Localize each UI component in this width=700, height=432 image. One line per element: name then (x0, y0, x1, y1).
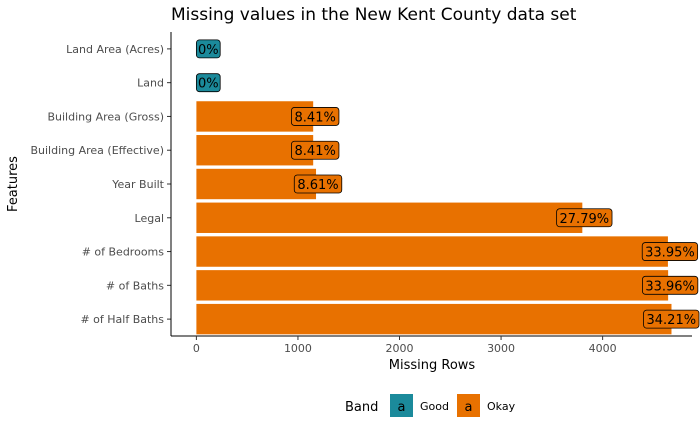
y-tick-label: Land (137, 77, 164, 90)
data-label-box (291, 107, 340, 126)
x-axis-title: Missing Rows (389, 358, 476, 373)
legend-key (457, 394, 480, 417)
data-label-box (642, 275, 699, 295)
data-label: 8.61% (297, 178, 338, 193)
legend-key (390, 394, 413, 417)
y-tick-label: # of Half Baths (80, 313, 164, 326)
data-label-box (643, 309, 700, 329)
x-tick-label: 1000 (284, 342, 312, 355)
y-tick-label: # of Bedrooms (82, 246, 165, 259)
chart-title: Missing values in the New Kent County da… (171, 5, 577, 25)
bar (196, 303, 672, 335)
data-label: 0% (198, 77, 219, 92)
bar (196, 270, 669, 301)
plot-area: Land Area (Acres) 0% Land 0% Building Area (… (30, 32, 700, 355)
data-label: 33.96% (645, 279, 695, 294)
bar (196, 202, 583, 233)
data-label: 33.95% (645, 246, 695, 261)
y-tick-label: # of Baths (106, 279, 164, 292)
y-tick-label: Building Area (Effective) (30, 144, 164, 157)
data-label-box (195, 39, 221, 59)
data-label-box (291, 140, 340, 160)
bar (196, 236, 668, 267)
data-label: 27.79% (560, 212, 610, 227)
x-tick-label: 2000 (386, 342, 414, 355)
data-label-box (641, 242, 699, 261)
data-label: 34.21% (647, 313, 697, 328)
data-label: 8.41% (295, 144, 336, 159)
data-label-box (556, 208, 613, 228)
y-tick-label: Legal (135, 212, 164, 225)
y-tick-label: Land Area (Acres) (66, 43, 164, 56)
x-tick-label: 4000 (589, 342, 617, 355)
legend-title: Band (345, 400, 378, 415)
x-tick-label: 3000 (487, 342, 515, 355)
legend-label: Good (420, 400, 449, 413)
legend: Band a Good a Okay (345, 394, 516, 417)
data-label-box (293, 174, 343, 194)
legend-label: Okay (487, 400, 516, 413)
y-tick-label: Building Area (Gross) (47, 110, 164, 123)
y-tick-label: Year Built (111, 178, 164, 191)
data-label: 0% (198, 43, 219, 58)
x-tick-label: 0 (193, 342, 200, 355)
data-label-box (195, 73, 221, 93)
y-axis-title: Features (6, 156, 21, 212)
legend-key-glyph: a (398, 400, 406, 415)
data-label: 8.41% (295, 110, 336, 125)
legend-key-glyph: a (465, 400, 473, 415)
